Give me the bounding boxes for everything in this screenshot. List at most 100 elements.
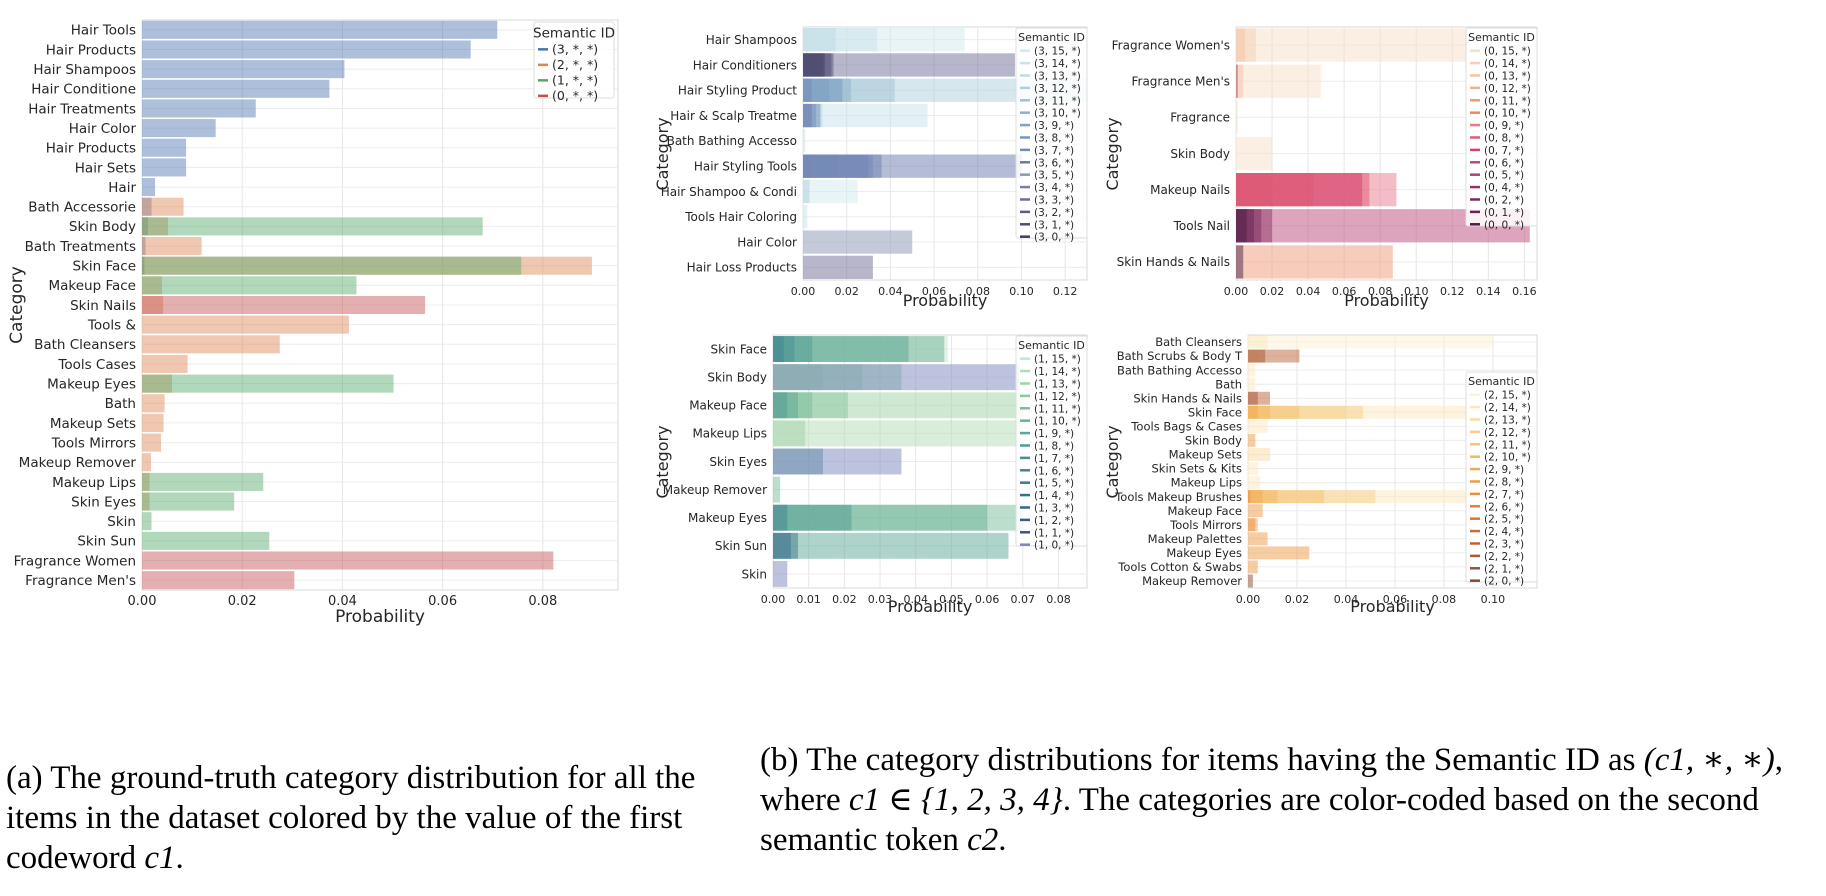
bar	[773, 364, 1020, 391]
legend-entry: (1, 5, *)	[1034, 478, 1074, 490]
x-tick-label: 0.04	[878, 285, 903, 298]
category-label: Tools Hair Coloring	[684, 210, 797, 224]
x-tick-label: 0.04	[328, 594, 357, 609]
legend-entry: (0, 7, *)	[1484, 145, 1524, 157]
legend-entry: (2, 5, *)	[1484, 514, 1524, 526]
bar	[142, 335, 280, 354]
category-label: Fragrance Women's	[1112, 38, 1230, 52]
x-tick-label: 0.04	[903, 593, 928, 606]
legend-entry: (0, 11, *)	[1484, 95, 1531, 107]
bar	[773, 504, 788, 531]
bar	[773, 420, 806, 447]
legend-entry: (3, 11, *)	[1034, 95, 1081, 107]
x-tick-label: 0.00	[1236, 593, 1261, 606]
legend-entry: (0, 12, *)	[1484, 83, 1531, 95]
bar	[142, 236, 202, 256]
legend-entry: (1, 13, *)	[1034, 378, 1081, 390]
category-label: Skin Body	[1185, 434, 1242, 448]
x-tick-label: 0.04	[1296, 285, 1321, 298]
category-label: Hair Loss Products	[687, 261, 797, 275]
x-tick-label: 0.02	[1285, 593, 1310, 606]
x-tick-label: 0.06	[1332, 285, 1357, 298]
bar	[1248, 448, 1271, 461]
legend-title: Semantic ID	[1018, 339, 1085, 352]
bar	[1248, 377, 1256, 391]
legend-entry: (3, 8, *)	[1034, 132, 1074, 144]
legend-box	[1015, 27, 1088, 239]
category-label: Bath	[1215, 377, 1242, 391]
category-label: Tools Bags & Cases	[1130, 420, 1242, 434]
bar	[1248, 363, 1256, 377]
legend: Semantic ID (2, 15, *)(2, 14, *)(2, 13, *…	[1465, 371, 1538, 588]
category-label: Hair Products	[46, 141, 136, 157]
bar	[1236, 64, 1321, 98]
bar	[142, 60, 345, 79]
category-label: Hair Conditione	[31, 82, 136, 98]
category-label: Makeup Sets	[50, 416, 136, 432]
legend-title: Semantic ID	[1468, 375, 1535, 388]
bar	[773, 561, 788, 587]
chart-b3: Skin Face Skin Body Makeup Face Makeup Lips…	[653, 334, 1088, 616]
category-label: Tools Cases	[57, 357, 136, 373]
caption-a-text: (a) The ground-truth category distributi…	[6, 760, 696, 876]
bar	[142, 512, 152, 531]
legend-box	[1465, 371, 1538, 583]
x-tick-label: 0.16	[1512, 285, 1537, 298]
bar	[142, 433, 162, 452]
legend-entry: (1, 2, *)	[1034, 515, 1074, 527]
category-label: Makeup Face	[689, 399, 767, 413]
bar	[142, 531, 270, 550]
x-tick-label: 0.08	[1368, 285, 1393, 298]
legend-entry: (3, *, *)	[552, 41, 598, 56]
legend-entry: (1, 0, *)	[1034, 540, 1074, 552]
category-label: Hair Shampoo & Condi	[661, 185, 797, 199]
category-label: Hair Styling Product	[678, 84, 797, 98]
x-tick-label: 0.01	[796, 593, 821, 606]
category-label: Fragrance	[1170, 111, 1230, 125]
legend-entry: (0, 2, *)	[1484, 194, 1524, 206]
bar	[1248, 391, 1258, 405]
category-label: Makeup Palettes	[1148, 532, 1242, 546]
bar	[803, 53, 825, 77]
bar	[142, 256, 592, 275]
legend-entry: (0, 6, *)	[1484, 157, 1524, 169]
legend-entry: (1, 6, *)	[1034, 465, 1074, 477]
bar	[142, 453, 152, 472]
bar	[142, 354, 188, 374]
legend-entry: (1, 7, *)	[1034, 453, 1074, 465]
bar	[142, 551, 554, 570]
bar	[142, 197, 152, 216]
category-label: Skin Eyes	[71, 494, 136, 510]
bar	[142, 374, 173, 393]
category-label: Tools Nail	[1173, 219, 1230, 233]
legend-entry: (3, 6, *)	[1034, 157, 1074, 169]
x-axis-label: Probability	[903, 291, 988, 310]
caption-b-text: (b) The category distributions for items…	[760, 742, 1644, 778]
legend-entry: (0, 8, *)	[1484, 132, 1524, 144]
bar	[803, 129, 806, 153]
x-tick-label: 0.06	[975, 593, 1000, 606]
category-label: Hair Shampoos	[706, 33, 797, 47]
bar	[1236, 64, 1238, 98]
category-label: Makeup Face	[1167, 504, 1242, 518]
category-label: Fragrance Men's	[25, 573, 136, 589]
category-label: Makeup Lips	[692, 427, 767, 441]
category-label: Bath Accessorie	[28, 200, 136, 216]
bar	[142, 295, 426, 315]
x-tick-label: 0.10	[1009, 285, 1034, 298]
bar	[773, 392, 788, 419]
bar	[773, 448, 902, 475]
legend-entry: (2, 4, *)	[1484, 526, 1524, 538]
bar	[1248, 476, 1261, 490]
caption-a-math: c1	[144, 840, 176, 876]
x-tick-label: 0.02	[1260, 285, 1285, 298]
legend-entry: (0, 0, *)	[1484, 219, 1524, 231]
legend-entry: (3, 9, *)	[1034, 120, 1074, 132]
category-label: Makeup Lips	[1171, 476, 1242, 490]
category-label: Skin Nails	[70, 298, 136, 314]
bar	[803, 103, 812, 128]
legend-entry: (2, 0, *)	[1484, 576, 1524, 588]
bar	[142, 119, 216, 138]
bar	[803, 179, 810, 204]
category-label: Hair Shampoos	[33, 62, 136, 78]
